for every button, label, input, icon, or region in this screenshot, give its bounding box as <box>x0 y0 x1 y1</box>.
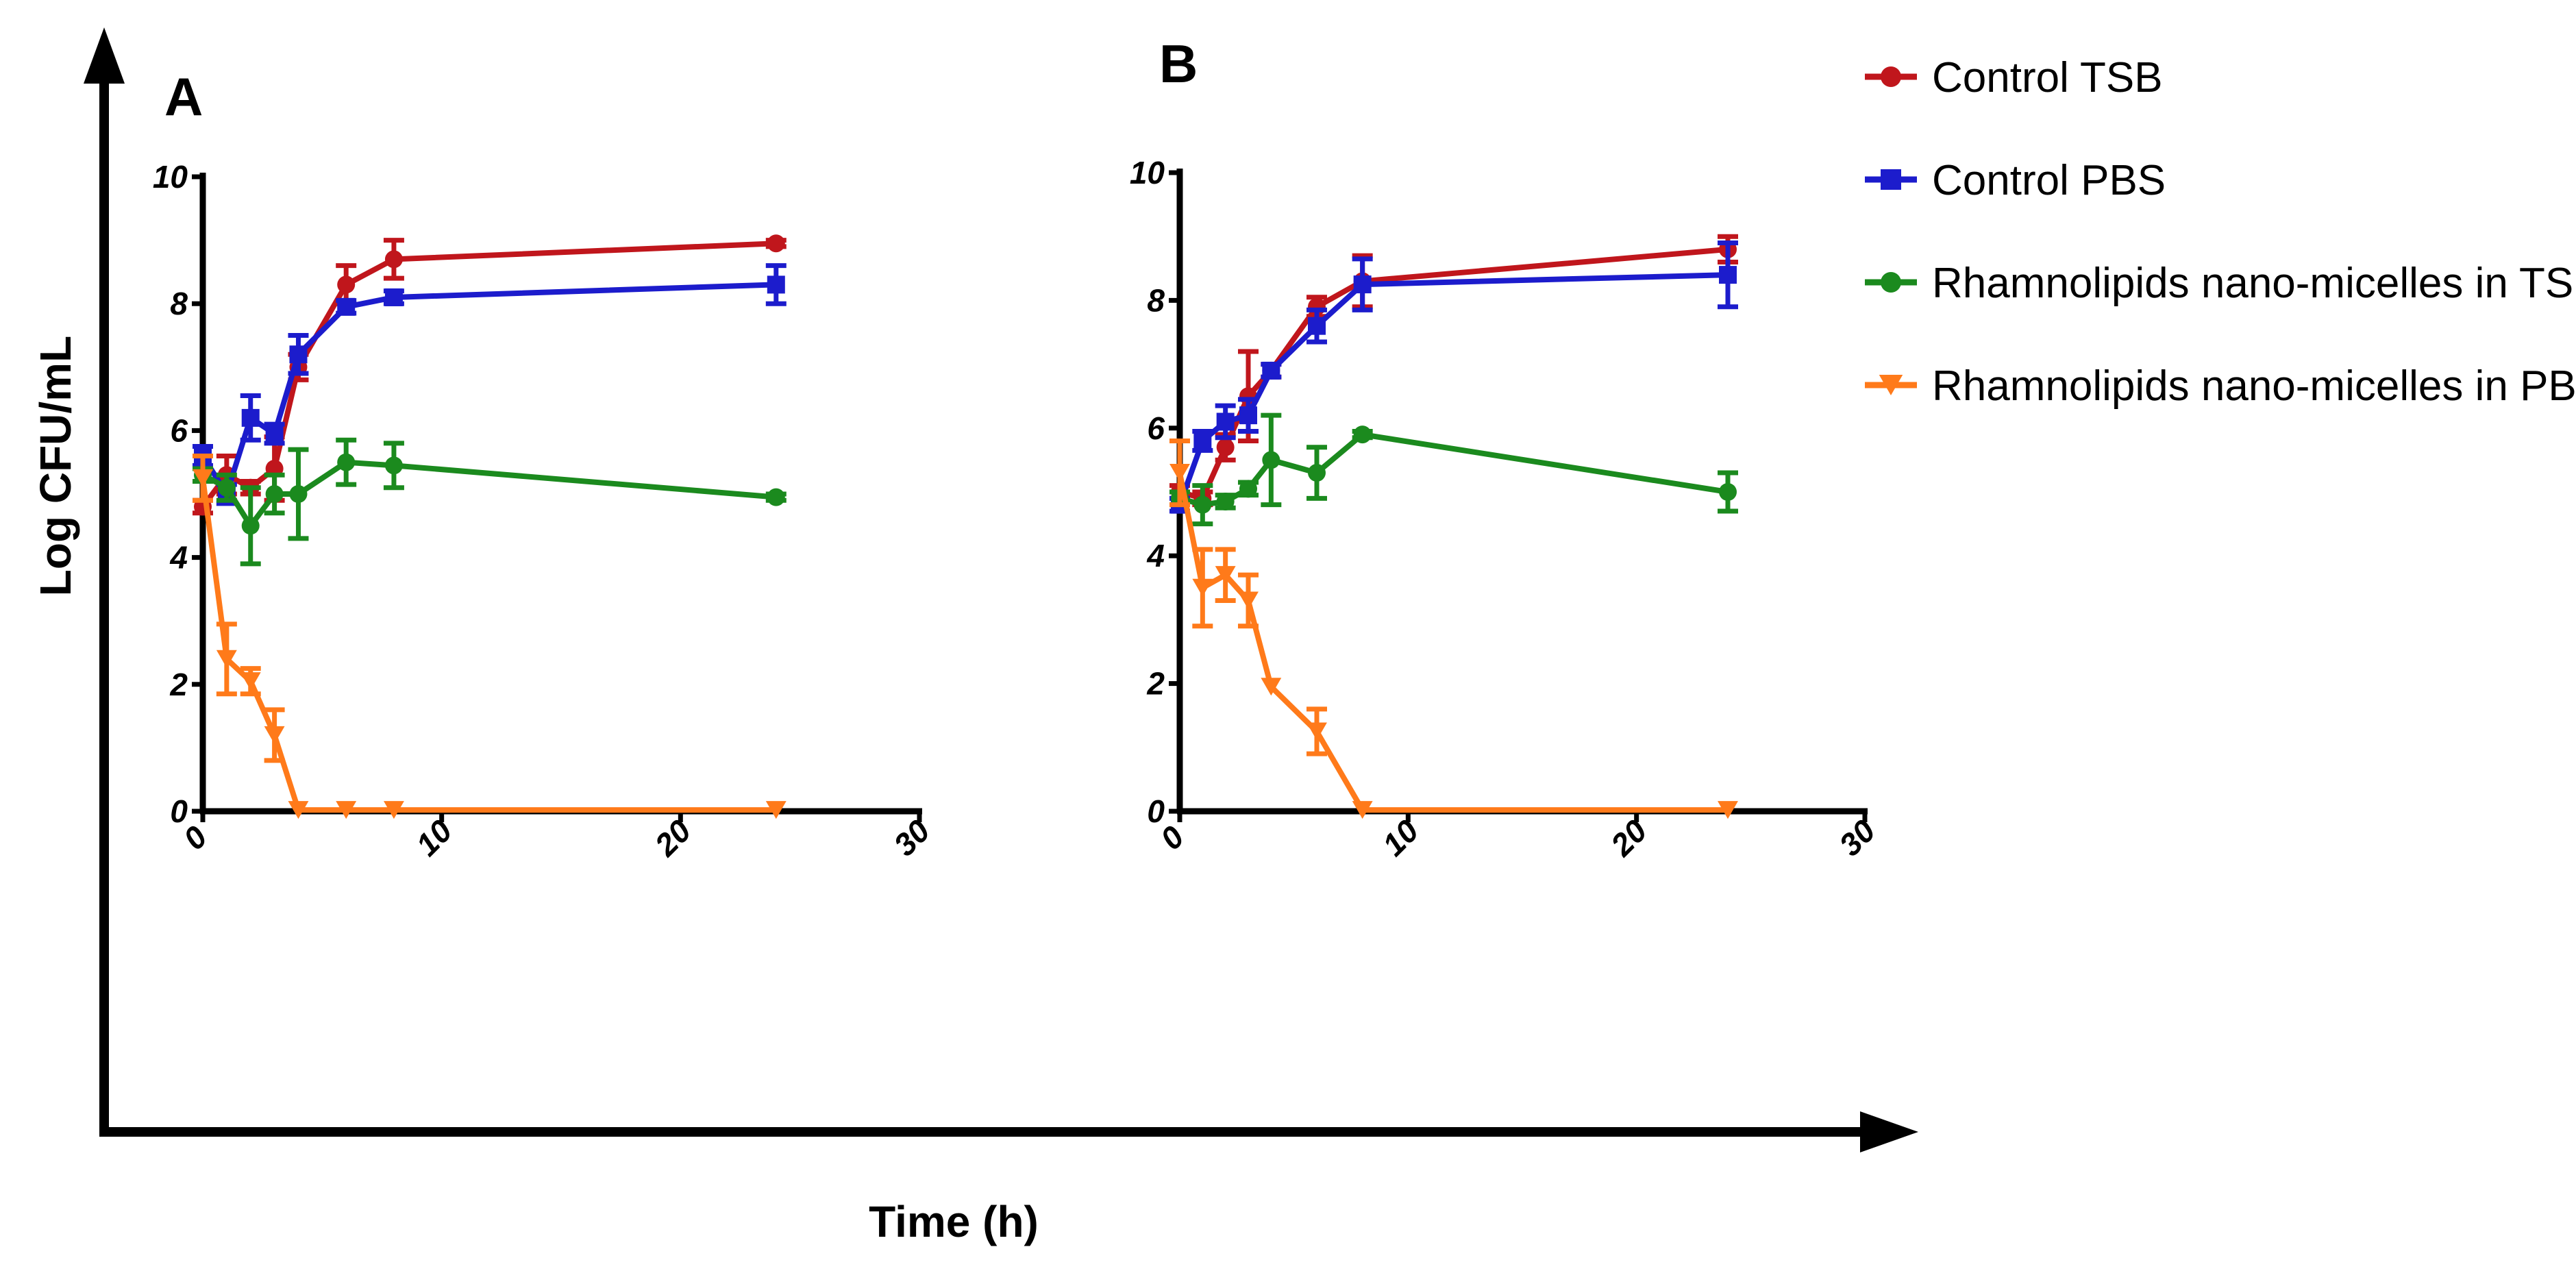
series-rhamnolipids-nano-micelles-in-tsb <box>193 437 787 567</box>
y-tick-label: 2 <box>1146 666 1165 702</box>
data-point <box>337 297 356 316</box>
x-tick-label: 30 <box>887 813 937 863</box>
legend-label: Control PBS <box>1932 157 2166 204</box>
series-rhamnolipids-nano-micelles-in-pbs <box>193 453 787 819</box>
data-point <box>1719 483 1737 501</box>
x-tick-label: 20 <box>647 813 698 863</box>
data-point <box>1306 722 1327 741</box>
data-point <box>767 488 785 506</box>
data-point <box>1353 425 1372 444</box>
x-tick-label: 10 <box>1376 813 1426 863</box>
x-tick-label: 30 <box>1832 813 1882 863</box>
data-point <box>265 485 284 503</box>
series-line <box>200 282 776 497</box>
data-point <box>767 234 785 253</box>
data-point <box>336 801 357 819</box>
legend-marker <box>1881 169 1901 190</box>
y-tick-label: 6 <box>170 412 188 448</box>
series-line <box>1178 246 1729 502</box>
data-point <box>241 517 260 535</box>
data-point <box>1239 406 1257 425</box>
outer-x-axis-arrow <box>1860 1111 1918 1152</box>
data-point <box>265 425 284 443</box>
legend-marker <box>1881 272 1901 293</box>
data-point <box>1192 578 1213 597</box>
legend: Control TSB Control PBS Rhamnolipids nano-… <box>1865 54 2576 410</box>
data-point <box>289 485 308 503</box>
legend-item: Control PBS <box>1865 157 2166 204</box>
legend-item: Control TSB <box>1865 54 2163 101</box>
data-point <box>337 275 356 294</box>
legend-item: Rhamnolipids nano-micelles in TSB <box>1865 260 2576 307</box>
legend-label: Rhamnolipids nano-micelles in TSB <box>1932 260 2576 307</box>
series-line <box>201 459 777 529</box>
legend-marker <box>1879 375 1903 395</box>
y-tick-label: 0 <box>1147 793 1165 829</box>
data-point <box>337 453 356 471</box>
panel-label: A <box>164 66 203 127</box>
data-point <box>1308 464 1326 482</box>
data-point <box>1352 801 1373 819</box>
data-point <box>193 469 213 487</box>
data-point <box>384 250 403 269</box>
data-point <box>1308 317 1326 335</box>
data-point <box>1216 412 1235 431</box>
data-point <box>289 345 308 364</box>
data-point <box>217 478 236 497</box>
data-point <box>1193 432 1212 450</box>
y-tick-label: 10 <box>1130 155 1165 190</box>
data-point <box>216 650 237 668</box>
data-point <box>1262 361 1280 380</box>
legend-marker <box>1881 66 1901 87</box>
y-tick-label: 8 <box>1147 282 1165 318</box>
data-point <box>1261 678 1282 696</box>
series-rhamnolipids-nano-micelles-in-pbs <box>1169 438 1738 819</box>
y-tick-label: 8 <box>170 286 188 321</box>
y-tick-label: 2 <box>169 667 188 702</box>
outer-y-axis-arrow <box>84 27 125 84</box>
y-tick-label: 10 <box>153 159 188 195</box>
x-tick-label: 20 <box>1603 813 1654 863</box>
x-axis-title: Time (h) <box>869 1197 1039 1246</box>
data-point <box>1718 801 1738 819</box>
data-point <box>1719 266 1737 284</box>
y-tick-label: 6 <box>1147 410 1165 446</box>
outer-axes <box>84 27 1918 1152</box>
y-axis-title: Log CFU/mL <box>31 336 80 596</box>
series-line <box>200 478 776 813</box>
data-point <box>384 288 403 306</box>
data-point <box>240 672 261 691</box>
series-line <box>1177 472 1728 813</box>
data-point <box>767 275 785 294</box>
data-point <box>1169 464 1190 482</box>
data-point <box>1216 492 1235 510</box>
x-tick-label: 10 <box>409 813 459 863</box>
y-tick-label: 0 <box>170 793 188 829</box>
data-point <box>1238 591 1259 610</box>
legend-label: Rhamnolipids nano-micelles in PBS <box>1932 362 2576 410</box>
y-tick-label: 4 <box>1146 538 1165 573</box>
series-control-pbs <box>1169 240 1738 514</box>
panel-label: B <box>1159 34 1198 94</box>
data-point <box>241 408 260 427</box>
legend-label: Control TSB <box>1932 54 2163 101</box>
data-point <box>765 801 787 819</box>
data-point <box>1215 566 1236 584</box>
data-point <box>288 801 309 819</box>
data-point <box>383 801 404 819</box>
data-point <box>1216 438 1235 456</box>
data-point <box>384 456 403 475</box>
data-point <box>1193 495 1212 514</box>
series-line <box>1178 432 1729 508</box>
legend-item: Rhamnolipids nano-micelles in PBS <box>1865 362 2576 410</box>
data-point <box>1262 451 1280 469</box>
data-point <box>1239 480 1257 498</box>
y-tick-label: 4 <box>169 540 188 576</box>
data-point <box>264 726 285 744</box>
data-point <box>1353 275 1372 294</box>
